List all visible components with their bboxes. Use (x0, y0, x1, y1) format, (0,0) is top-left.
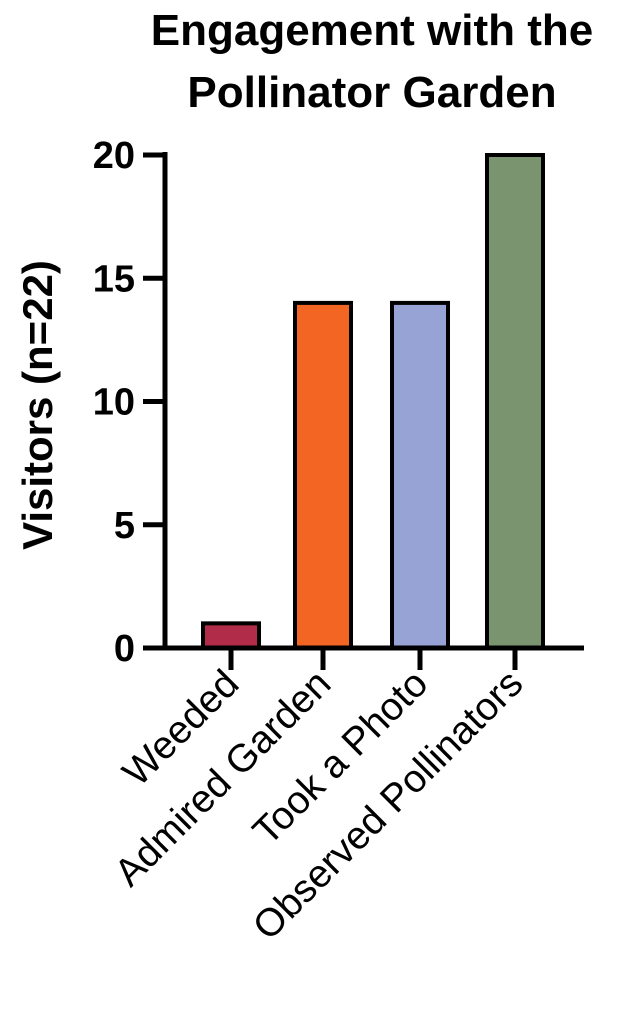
bar-took-a-photo (390, 300, 450, 650)
y-tick-label: 5 (114, 505, 135, 547)
y-tick-label: 20 (93, 135, 135, 177)
chart-title-line-2: Pollinator Garden (187, 68, 556, 117)
y-tick-label: 10 (93, 382, 135, 424)
bar-observed-pollinators (485, 153, 545, 650)
chart-title-line-1: Engagement with the (151, 6, 593, 55)
bar-admired-garden (293, 300, 353, 650)
y-tick-label: 0 (114, 628, 135, 670)
bars-group (201, 153, 545, 650)
bar-weeded (201, 621, 261, 650)
y-axis-label: Visitors (n=22) (14, 260, 61, 550)
y-tick-label: 15 (93, 258, 135, 300)
axes-group (143, 152, 584, 670)
